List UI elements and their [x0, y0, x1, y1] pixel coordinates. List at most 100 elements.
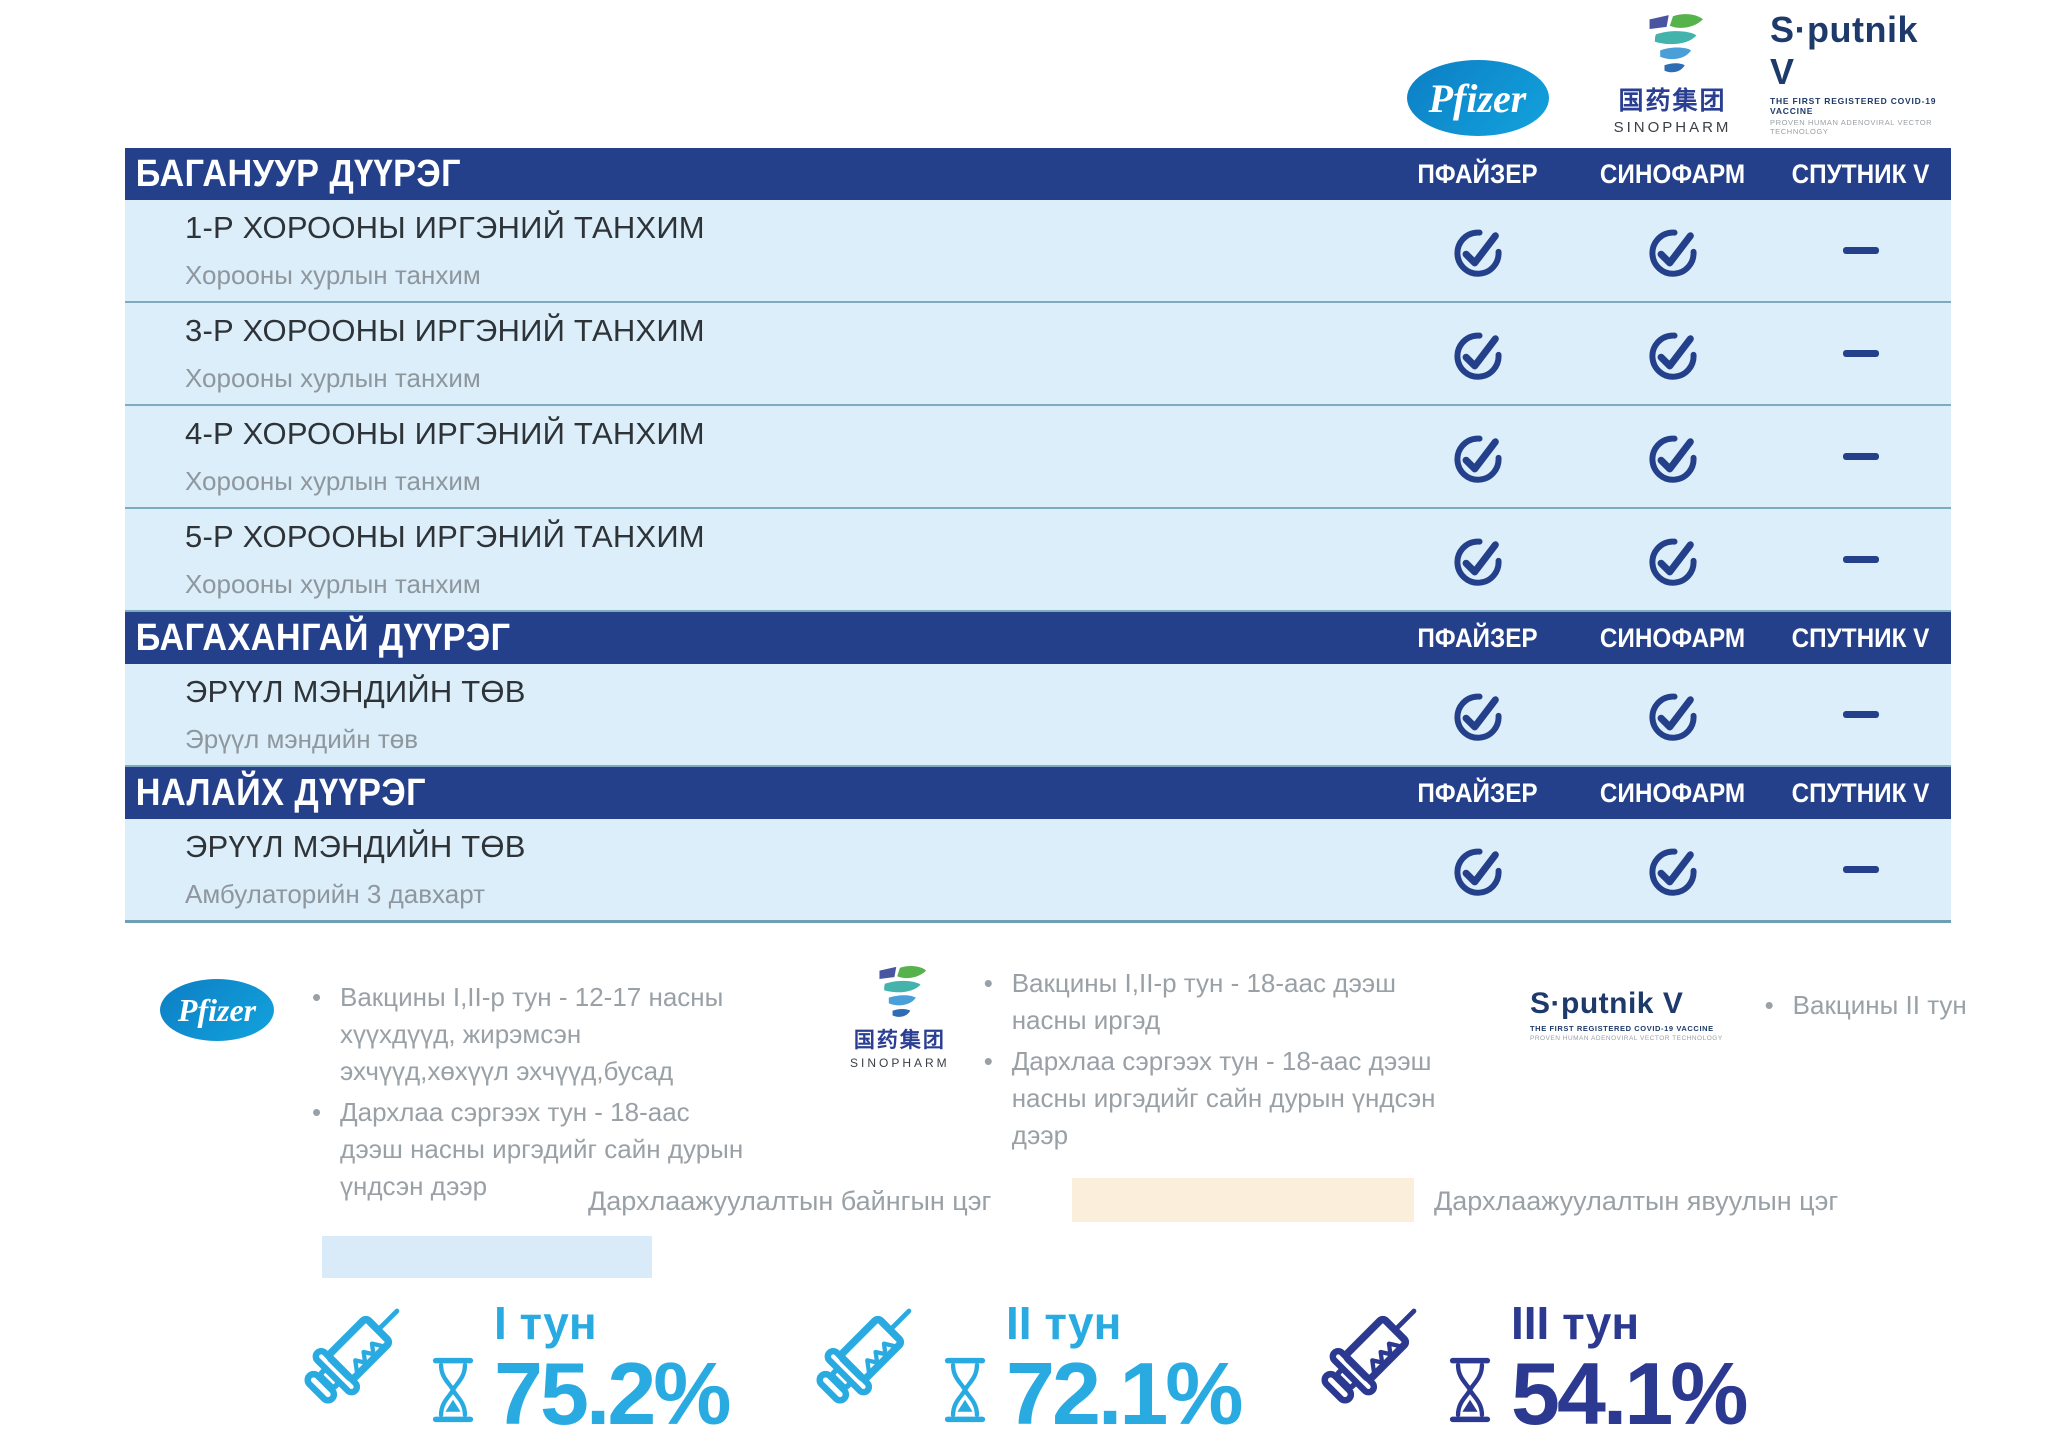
column-header-pfizer: ПФАЙЗЕР: [1417, 158, 1538, 189]
column-header-sinopharm: СИНОФАРМ: [1599, 777, 1746, 808]
check-icon: [1647, 225, 1699, 277]
check-icon: [1452, 328, 1504, 380]
dose-2-label: II тун: [1006, 1297, 1122, 1349]
section-header-bagakhangai: БАГАХАНГАЙ ДҮҮРЭГ ПФАЙЗЕР СИНОФАРМ СПУТН…: [125, 612, 1951, 664]
section-title: НАЛАЙХ ДҮҮРЭГ: [135, 771, 426, 814]
location-subtitle: Хорооны хурлын танхим: [185, 466, 481, 496]
check-icon: [1452, 431, 1504, 483]
legend-item: Дархлаа сэргээх тун - 18-аас дээш насны …: [976, 1043, 1446, 1154]
syringe-icon: [1295, 1280, 1445, 1430]
legend-sinopharm: 国药集团 SINOPHARM Вакцины I,II-р тун - 18-а…: [850, 965, 1446, 1158]
legend-item: Вакцины II тун: [1757, 987, 2017, 1024]
vaccine-legend: Pfizer Вакцины I,II-р тун - 12-17 насны …: [0, 965, 2048, 1201]
permanent-point-label: Дархлаажуулалтын байнгын цэг: [588, 1186, 992, 1216]
check-icon: [1452, 225, 1504, 277]
legend-sputnik: S·putnik V THE FIRST REGISTERED COVID-19…: [1530, 987, 2017, 1042]
permanent-point-swatch: [322, 1236, 652, 1278]
table-row: ЭРҮҮЛ МЭНДИЙН ТӨВ Эрүүл мэндийн төв: [125, 664, 1951, 767]
legend-item: Дархлаа сэргээх тун - 18-аас дээш насны …: [304, 1094, 744, 1205]
table-row: ЭРҮҮЛ МЭНДИЙН ТӨВ Амбулаторийн 3 давхарт: [125, 819, 1951, 920]
sinopharm-en-text: SINOPHARM: [850, 1056, 950, 1070]
dash-icon: [1842, 711, 1879, 718]
section-title: БАГАХАНГАЙ ДҮҮРЭГ: [135, 616, 511, 659]
sputnik-logo: S·putnik V THE FIRST REGISTERED COVID-19…: [1770, 9, 1951, 136]
check-icon: [1452, 534, 1504, 586]
sputnik-tagline-2: PROVEN HUMAN ADENOVIRAL VECTOR TECHNOLOG…: [1770, 118, 1933, 136]
pfizer-logo-text: Pfizer: [177, 991, 257, 1028]
sinopharm-cn-text: 国药集团: [1618, 87, 1727, 115]
location-title: 3-Р ХОРООНЫ ИРГЭНИЙ ТАНХИМ: [185, 313, 705, 348]
dose-1-value: 75.2%: [494, 1344, 732, 1443]
legend-item: Вакцины I,II-р тун - 12-17 насны хүүхдүү…: [304, 979, 744, 1090]
check-icon: [1647, 689, 1699, 741]
sinopharm-cn-text: 国药集团: [853, 1029, 946, 1052]
sinopharm-waves-icon: [1649, 14, 1703, 73]
check-icon: [1452, 844, 1504, 896]
sinopharm-logo: 国药集团 SINOPHARM: [850, 965, 950, 1070]
legend-item: Вакцины I,II-р тун - 18-аас дээш насны и…: [976, 965, 1446, 1039]
mobile-point-label: Дархлаажуулалтын явуулын цэг: [1434, 1186, 1839, 1216]
check-icon: [1647, 844, 1699, 896]
column-header-sputnik: СПУТНИК V: [1791, 158, 1930, 189]
location-subtitle: Эрүүл мэндийн төв: [185, 724, 419, 754]
column-header-sputnik: СПУТНИК V: [1791, 622, 1930, 653]
dose-3-block: III тун 54.1%: [1295, 1278, 1749, 1443]
hourglass-icon: [1445, 1340, 1495, 1440]
sputnik-tagline-1: THE FIRST REGISTERED COVID-19 VACCINE: [1530, 1024, 1714, 1033]
check-icon: [1452, 689, 1504, 741]
check-icon: [1647, 328, 1699, 380]
dash-icon: [1842, 350, 1879, 357]
dash-icon: [1842, 866, 1879, 873]
dose-1-label: I тун: [494, 1297, 597, 1349]
sputnik-logo-text: S·putnik V: [1530, 987, 1684, 1020]
location-title: 4-Р ХОРООНЫ ИРГЭНИЙ ТАНХИМ: [185, 416, 705, 451]
syringe-icon: [278, 1280, 428, 1430]
mobile-point-swatch: [1072, 1178, 1414, 1222]
column-header-pfizer: ПФАЙЗЕР: [1417, 622, 1538, 653]
section-header-baganuur: БАГАНУУР ДҮҮРЭГ ПФАЙЗЕР СИНОФАРМ СПУТНИК…: [125, 148, 1951, 200]
table-row: 3-Р ХОРООНЫ ИРГЭНИЙ ТАНХИМ Хорооны хурлы…: [125, 303, 1951, 406]
column-header-pfizer: ПФАЙЗЕР: [1417, 777, 1538, 808]
location-title: 5-Р ХОРООНЫ ИРГЭНИЙ ТАНХИМ: [185, 519, 705, 554]
hourglass-icon: [428, 1340, 478, 1440]
table-row: 4-Р ХОРООНЫ ИРГЭНИЙ ТАНХИМ Хорооны хурлы…: [125, 406, 1951, 509]
pfizer-logo-text: Pfizer: [1428, 75, 1527, 121]
dose-3-label: III тун: [1511, 1297, 1640, 1349]
dash-icon: [1842, 556, 1879, 563]
syringe-icon: [790, 1280, 940, 1430]
column-header-sinopharm: СИНОФАРМ: [1599, 622, 1746, 653]
hourglass-icon: [940, 1340, 990, 1440]
column-header-sinopharm: СИНОФАРМ: [1599, 158, 1746, 189]
location-title: ЭРҮҮЛ МЭНДИЙН ТӨВ: [185, 674, 526, 709]
table-row: 1-Р ХОРООНЫ ИРГЭНИЙ ТАНХИМ Хорооны хурлы…: [125, 200, 1951, 303]
sputnik-tagline-2: PROVEN HUMAN ADENOVIRAL VECTOR TECHNOLOG…: [1530, 1035, 1723, 1042]
dash-icon: [1842, 247, 1879, 254]
table-row: 5-Р ХОРООНЫ ИРГЭНИЙ ТАНХИМ Хорооны хурлы…: [125, 509, 1951, 612]
location-subtitle: Хорооны хурлын танхим: [185, 363, 481, 393]
vendor-logo-row: Pfizer 国药集团 SINOPHARM S·putnik V THE FIR…: [125, 0, 1951, 148]
check-icon: [1647, 534, 1699, 586]
vaccination-table: Pfizer 国药集团 SINOPHARM S·putnik V THE FIR…: [125, 0, 1951, 923]
dose-2-value: 72.1%: [1006, 1344, 1244, 1443]
sputnik-logo: S·putnik V THE FIRST REGISTERED COVID-19…: [1530, 987, 1723, 1042]
sputnik-logo-text: S·putnik V: [1770, 9, 1918, 92]
section-header-nalaikh: НАЛАЙХ ДҮҮРЭГ ПФАЙЗЕР СИНОФАРМ СПУТНИК V: [125, 767, 1951, 819]
section-title: БАГАНУУР ДҮҮРЭГ: [135, 152, 461, 195]
dose-2-block: II тун 72.1%: [790, 1278, 1244, 1443]
dose-3-value: 54.1%: [1511, 1344, 1749, 1443]
dose-statistics: Дархлаажуулалтын байнгын цэг Дархлаажуул…: [0, 1178, 2048, 1448]
location-title: ЭРҮҮЛ МЭНДИЙН ТӨВ: [185, 829, 526, 864]
dash-icon: [1842, 453, 1879, 460]
check-icon: [1647, 431, 1699, 483]
location-subtitle: Хорооны хурлын танхим: [185, 260, 481, 290]
sinopharm-logo: 国药集团 SINOPHARM: [1614, 13, 1732, 136]
location-title: 1-Р ХОРООНЫ ИРГЭНИЙ ТАНХИМ: [185, 210, 705, 245]
sinopharm-waves-icon: [879, 966, 926, 1017]
location-subtitle: Хорооны хурлын танхим: [185, 569, 481, 599]
sputnik-tagline-1: THE FIRST REGISTERED COVID-19 VACCINE: [1770, 96, 1937, 116]
pfizer-logo: Pfizer: [1406, 60, 1549, 136]
pfizer-logo: Pfizer: [160, 979, 274, 1041]
dose-1-block: I тун 75.2%: [278, 1278, 732, 1443]
column-header-sputnik: СПУТНИК V: [1791, 777, 1930, 808]
